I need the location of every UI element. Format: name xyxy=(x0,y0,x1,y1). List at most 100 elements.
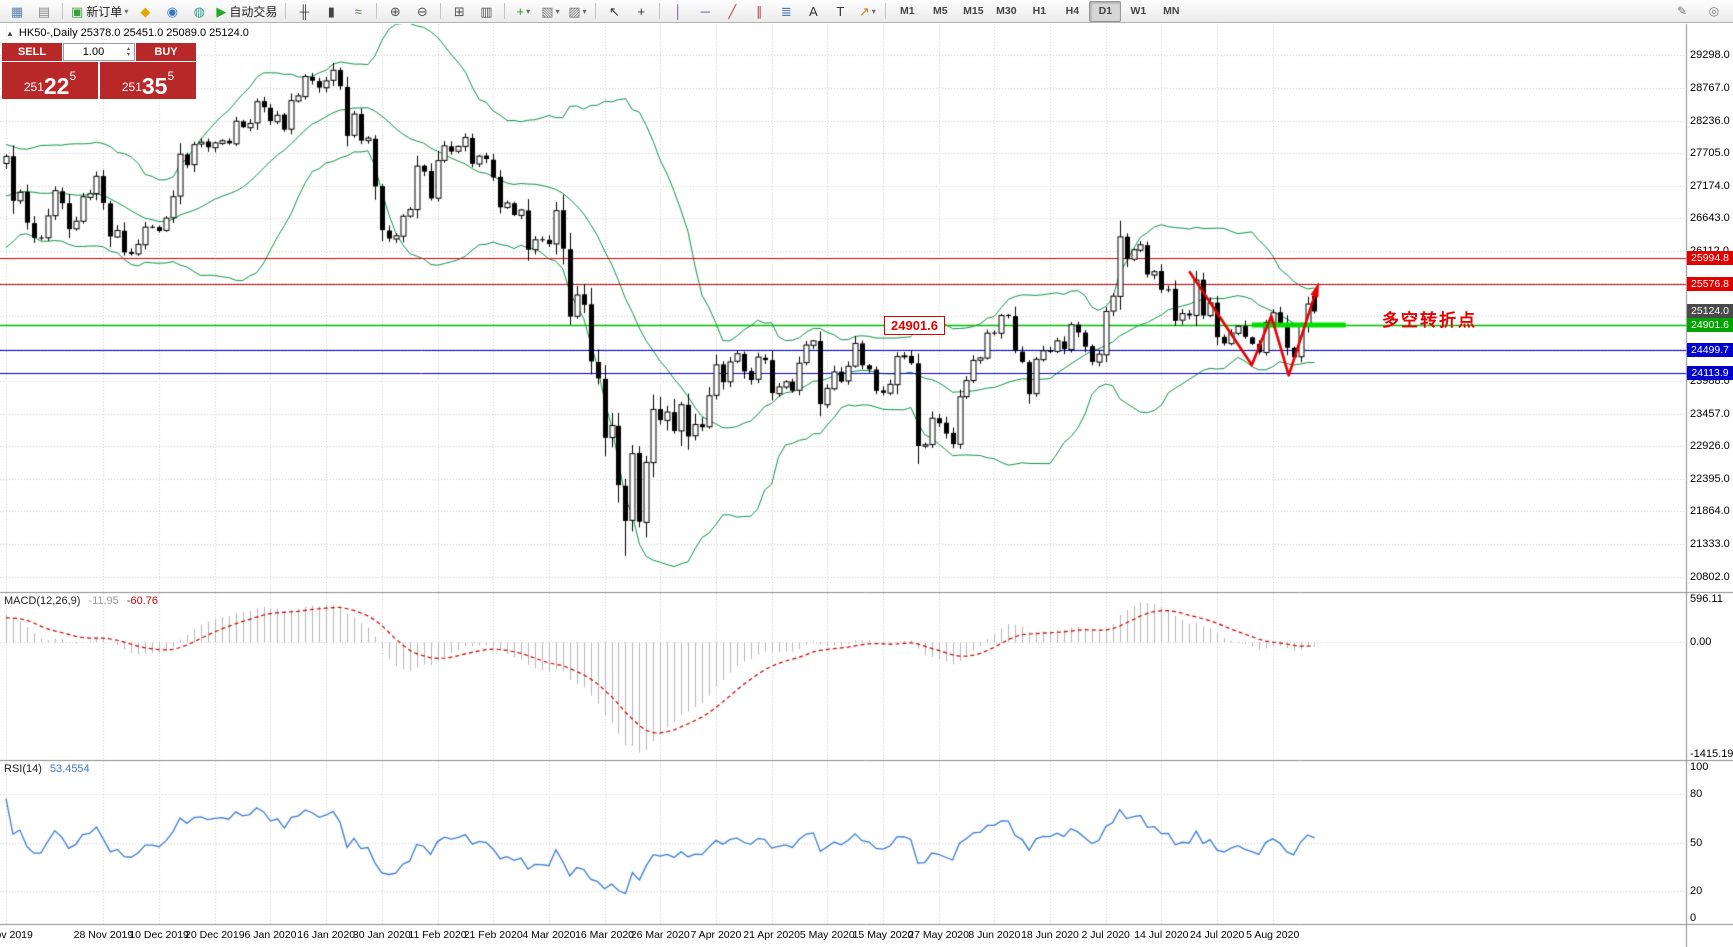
quick-edit-button[interactable]: ✎ xyxy=(1676,4,1688,18)
trendline-button[interactable]: ╱ xyxy=(719,1,745,22)
toolbar-separator xyxy=(659,3,661,19)
tile-windows-icon: ⊞ xyxy=(453,3,465,19)
profiles-button[interactable]: ▤ xyxy=(31,1,57,22)
price-line-badge: 25124.0 xyxy=(1687,304,1733,319)
timeframe-m5-button[interactable]: M5 xyxy=(924,1,956,22)
lot-down-icon[interactable]: ▾ xyxy=(126,52,130,58)
date-axis-label: 2 Jul 2020 xyxy=(1081,929,1130,941)
autotrading-icon: ▶ xyxy=(216,3,227,19)
trendline-icon: ╱ xyxy=(728,3,737,19)
metaeditor-button[interactable]: ◆ xyxy=(132,1,158,22)
community-button[interactable]: ◍ xyxy=(186,1,212,22)
price-axis-label: 28236.0 xyxy=(1690,114,1730,127)
indicators-button[interactable]: + ▾ xyxy=(510,1,536,22)
channel-icon: ∥ xyxy=(756,3,763,19)
channel-button[interactable]: ∥ xyxy=(746,1,772,22)
lot-size-input[interactable] xyxy=(64,44,123,60)
toolbar-separator xyxy=(504,3,506,19)
toolbar-right-group: ✎ ◎ xyxy=(1669,1,1729,22)
arrange-windows-button[interactable]: ▥ xyxy=(473,1,499,22)
metaeditor-icon: ◆ xyxy=(140,3,151,19)
timeframe-mn-button[interactable]: MN xyxy=(1155,1,1187,22)
date-axis-label: 24 Jul 2020 xyxy=(1189,929,1245,941)
lot-spinner[interactable]: ▴ ▾ xyxy=(123,46,134,58)
horizontal-line-button[interactable]: ─ xyxy=(692,1,718,22)
templates-button[interactable]: ▨ ▾ xyxy=(564,1,590,22)
market-button[interactable]: ◉ xyxy=(159,1,185,22)
candlestick-chart-icon: ▮ xyxy=(327,3,335,19)
text-button[interactable]: A xyxy=(800,1,826,22)
new-order-button[interactable]: ▣ 新订单 ▾ xyxy=(68,1,131,22)
quick-search-button[interactable]: ◎ xyxy=(1708,4,1720,18)
sell-price-box[interactable]: 251 22 5 xyxy=(2,62,98,99)
crosshair-icon: + xyxy=(637,3,646,19)
new-chart-icon: ▦ xyxy=(10,3,24,19)
zoom-out-icon: ⊖ xyxy=(416,3,428,19)
date-axis-label: 7 Apr 2020 xyxy=(690,929,742,941)
timeframe-w1-button[interactable]: W1 xyxy=(1122,1,1154,22)
price-axis-label: 26643.0 xyxy=(1690,212,1730,225)
line-chart-button[interactable]: ≈ xyxy=(345,1,371,22)
line-chart-icon: ≈ xyxy=(354,3,362,19)
date-axis-label: 8 Nov 2019 xyxy=(0,929,33,941)
timeframe-m1-button[interactable]: M1 xyxy=(891,1,923,22)
price-axis-label: 22395.0 xyxy=(1690,472,1730,485)
zoom-out-button[interactable]: ⊖ xyxy=(409,1,435,22)
buy-price-box[interactable]: 251 35 5 xyxy=(100,62,196,99)
autotrading-button-label: 自动交易 xyxy=(229,4,278,19)
fibonacci-icon: ≣ xyxy=(780,3,792,19)
cursor-button[interactable]: ↖ xyxy=(601,1,627,22)
arrange-windows-icon: ▥ xyxy=(480,3,493,19)
date-axis-label: 27 May 2020 xyxy=(908,929,969,941)
date-axis-label: 11 Feb 2020 xyxy=(408,929,467,941)
timeframe-w1-button-label: W1 xyxy=(1130,5,1147,17)
vertical-line-icon: │ xyxy=(674,3,683,19)
periods-button[interactable]: ▧ ▾ xyxy=(537,1,563,22)
chart-ohlc-text: HK50-,Daily 25378.0 25451.0 25089.0 2512… xyxy=(18,27,249,39)
price-line-badge: 24901.6 xyxy=(1687,318,1733,333)
buy-button[interactable]: BUY xyxy=(136,43,196,61)
lot-up-icon[interactable]: ▴ xyxy=(126,46,130,52)
date-axis-label: 5 Aug 2020 xyxy=(1246,929,1300,941)
main-toolbar: ▦ ▤ ▣ 新订单 ▾ ◆ ◉ ◍ ▶ 自动交易 ╫ ▮ ≈ ⊕ ⊖ ⊞ ▥ + ▾ ▧ ▾ ▨ ▾ ↖ + │ ─ ╱ ∥ ≣ A T ↗ ▾ M… xyxy=(0,0,1733,23)
label-icon: T xyxy=(836,3,845,19)
price-line-badge: 24499.7 xyxy=(1687,342,1733,357)
tile-windows-button[interactable]: ⊞ xyxy=(446,1,472,22)
arrow-objects-icon: ↗ xyxy=(858,3,870,19)
timeframe-m15-button[interactable]: M15 xyxy=(957,1,989,22)
vertical-line-button[interactable]: │ xyxy=(665,1,691,22)
rsi-axis-label: 100 xyxy=(1690,761,1709,773)
fibonacci-button[interactable]: ≣ xyxy=(773,1,799,22)
timeframe-h1-button[interactable]: H1 xyxy=(1023,1,1055,22)
chart-symbol-icon: ▲ xyxy=(6,28,14,38)
bar-chart-button[interactable]: ╫ xyxy=(291,1,317,22)
date-axis-label: 20 Dec 2019 xyxy=(185,929,245,941)
zoom-in-icon: ⊕ xyxy=(389,3,401,19)
macd-signal-value: -60.76 xyxy=(126,595,158,607)
price-axis-label: 27174.0 xyxy=(1690,179,1730,192)
timeframe-h4-button[interactable]: H4 xyxy=(1056,1,1088,22)
candlestick-chart-button[interactable]: ▮ xyxy=(318,1,344,22)
new-chart-button[interactable]: ▦ xyxy=(4,1,30,22)
crosshair-button[interactable]: + xyxy=(628,1,654,22)
timeframe-m30-button[interactable]: M30 xyxy=(990,1,1022,22)
price-axis-label: 21333.0 xyxy=(1690,537,1730,550)
rsi-axis-label: 20 xyxy=(1690,885,1703,898)
arrow-objects-button[interactable]: ↗ ▾ xyxy=(854,1,880,22)
profiles-icon: ▤ xyxy=(37,3,51,19)
timeframe-m15-button-label: M15 xyxy=(963,5,984,17)
autotrading-button[interactable]: ▶ 自动交易 xyxy=(213,1,280,22)
date-axis-label: 16 Jan 2020 xyxy=(297,929,356,941)
macd-name: MACD(12,26,9) xyxy=(4,595,81,607)
sell-button[interactable]: SELL xyxy=(2,43,62,61)
price-annotation-box[interactable]: 24901.6 xyxy=(884,316,945,335)
zoom-in-button[interactable]: ⊕ xyxy=(382,1,408,22)
label-button[interactable]: T xyxy=(827,1,853,22)
timeframe-m5-button-label: M5 xyxy=(933,5,948,17)
timeframe-d1-button-label: D1 xyxy=(1098,5,1113,17)
price-axis-label: 23457.0 xyxy=(1690,407,1730,420)
indicators-icon: + xyxy=(516,3,525,19)
new-order-icon: ▣ xyxy=(71,3,84,19)
timeframe-d1-button[interactable]: D1 xyxy=(1089,0,1122,22)
